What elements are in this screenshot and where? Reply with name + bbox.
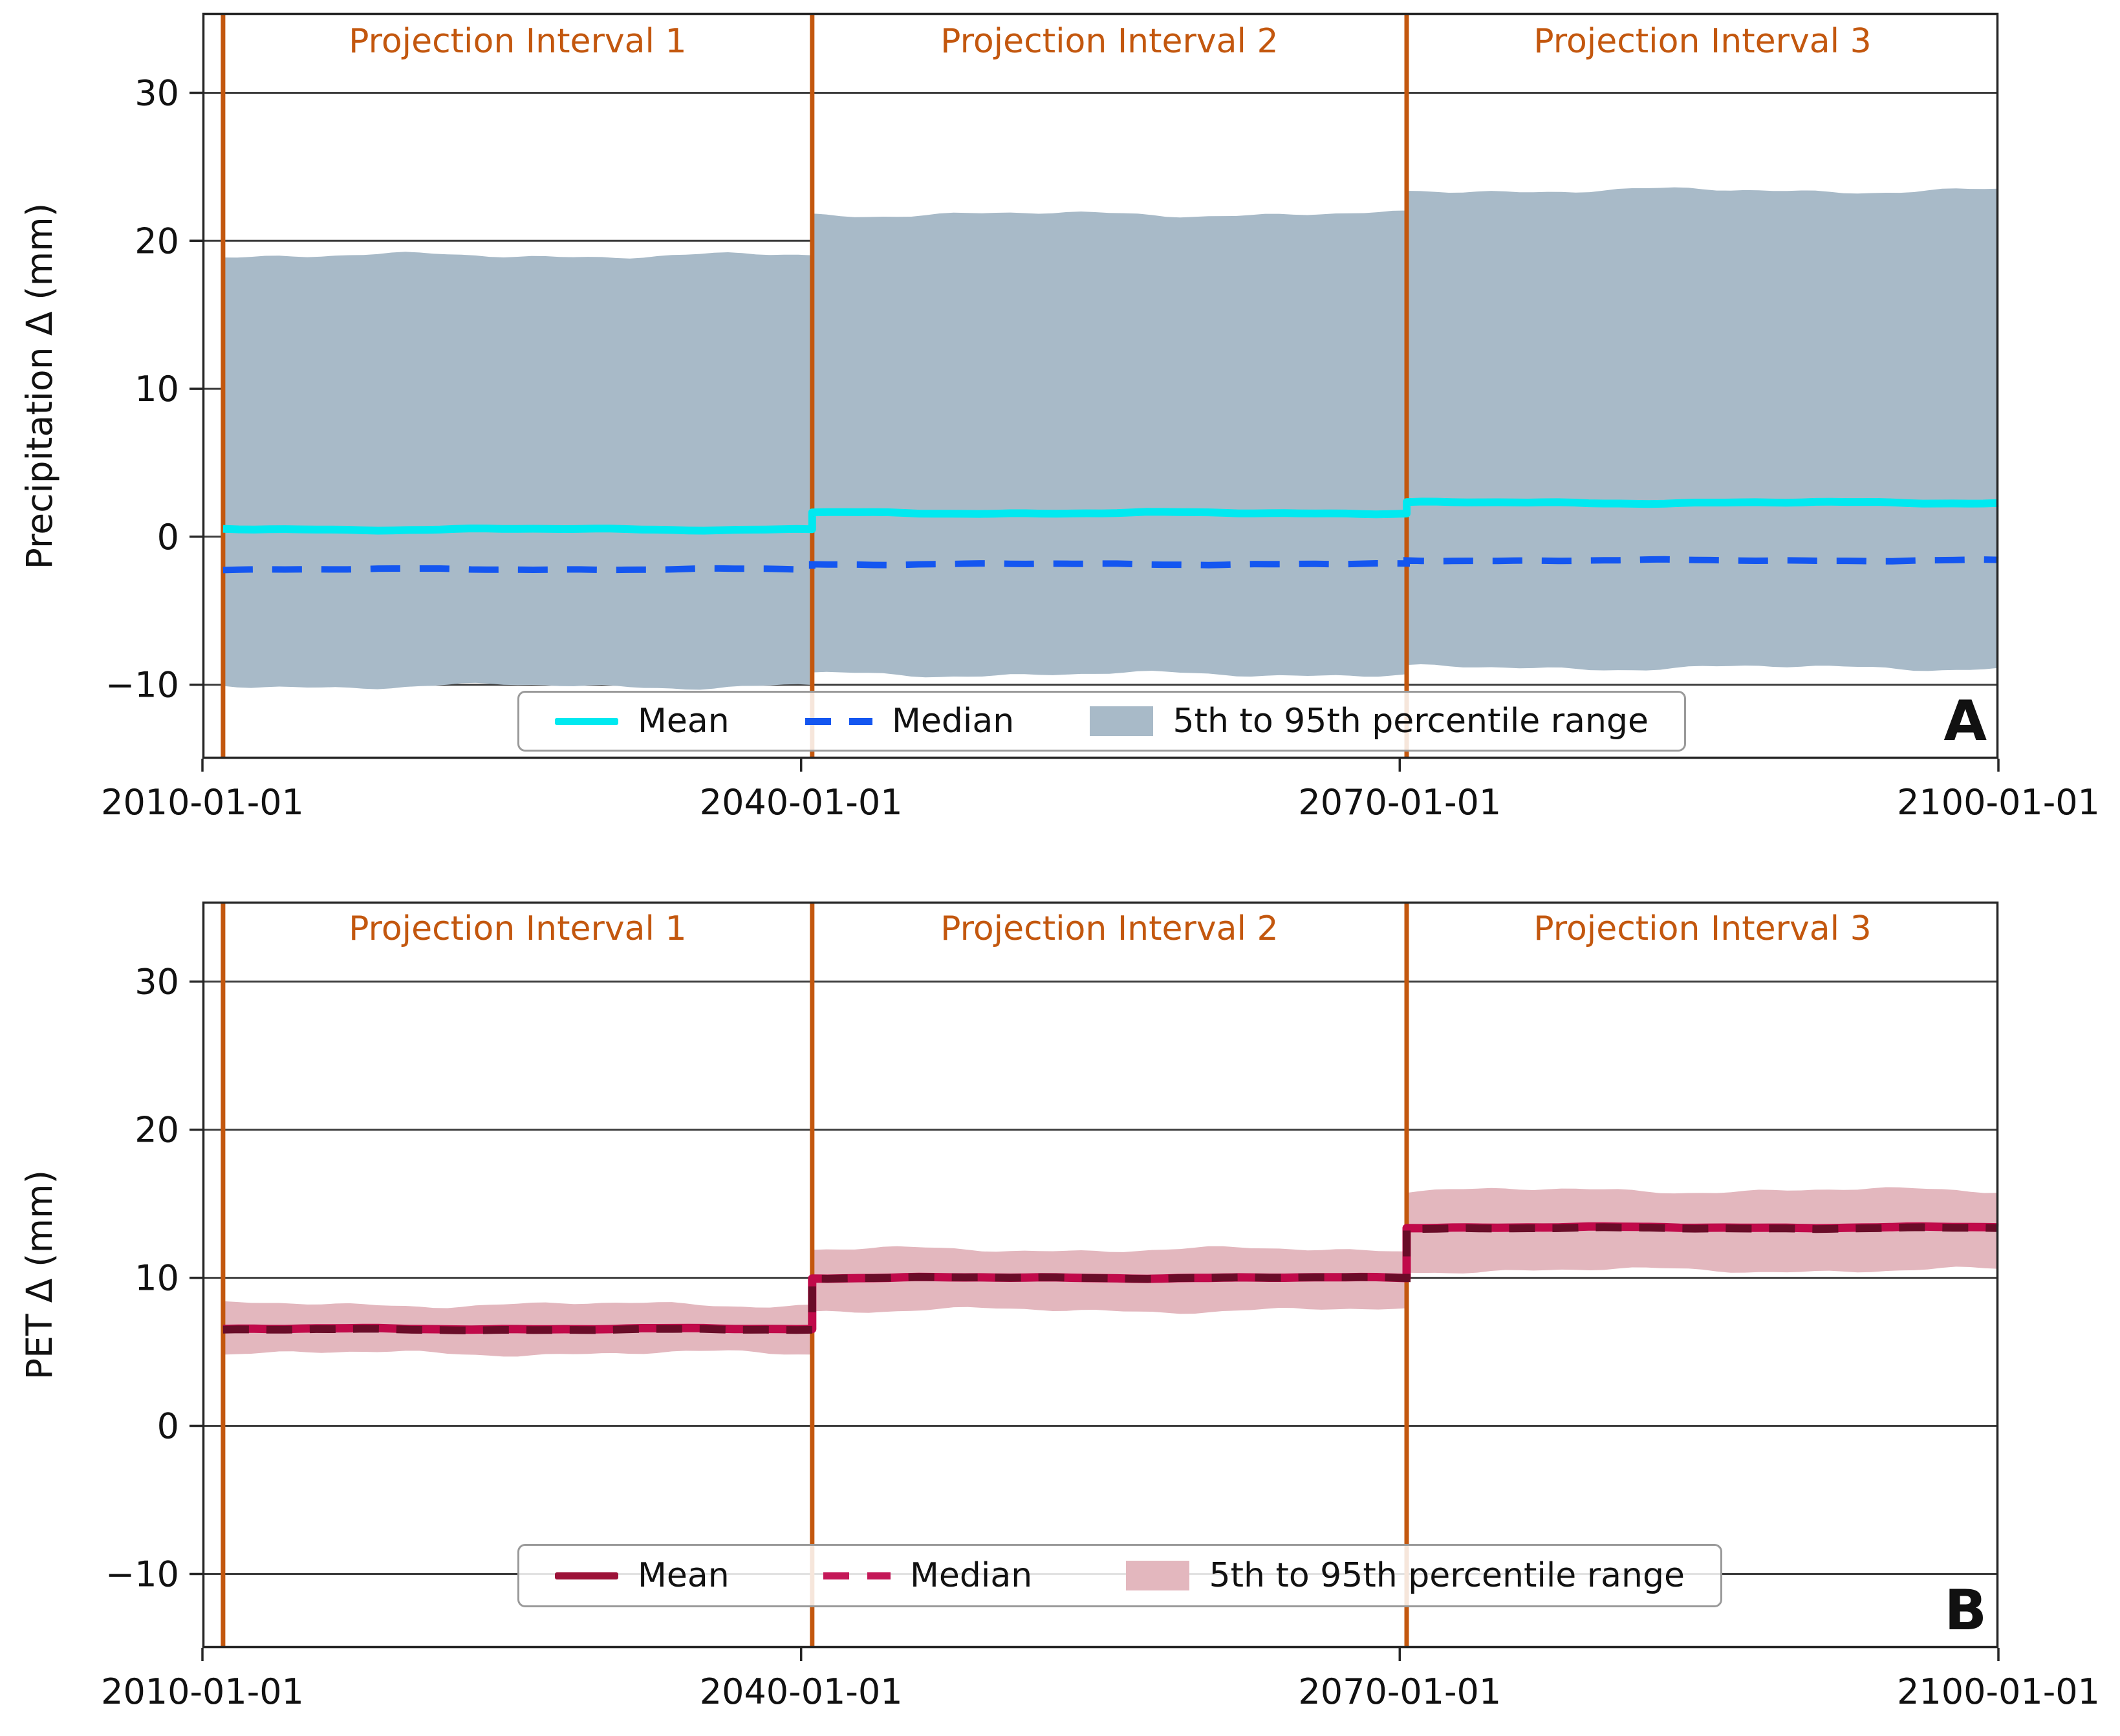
y-tick-label: 20 xyxy=(135,1110,179,1151)
y-tick-label: 30 xyxy=(135,73,179,114)
mean-line xyxy=(222,497,1999,535)
panel-a-plot-svg: −10 0 10 20 30 xyxy=(105,12,2000,772)
interval-label-3: Projection Interval 3 xyxy=(1533,22,1872,61)
interval-label-2: Projection Interval 2 xyxy=(940,909,1279,948)
x-tick-label: 2040-01-01 xyxy=(699,1671,903,1712)
x-tick-label: 2070-01-01 xyxy=(1298,1671,1502,1712)
x-tick-label: 2100-01-01 xyxy=(1897,1671,2100,1712)
legend-label-band: 5th to 95th percentile range xyxy=(1173,702,1649,741)
y-axis-label-pet: PET Δ (mm) xyxy=(19,1169,60,1380)
legend-item-median: Median xyxy=(805,702,1014,741)
x-tick-label: 2010-01-01 xyxy=(101,1671,304,1712)
mean-line-swatch xyxy=(555,1572,618,1579)
mean-line-swatch xyxy=(555,717,618,725)
axes-frame xyxy=(202,12,1999,759)
panel-b-pet: PET Δ (mm) −10 0 10 20 30 Projection Interva… xyxy=(19,901,2100,1712)
legend-item-band: 5th to 95th percentile range xyxy=(1126,1556,1685,1595)
legend-panel-b: Mean Median 5th to 95th percentile range xyxy=(517,1544,1722,1607)
legend-label-band: 5th to 95th percentile range xyxy=(1209,1556,1685,1595)
legend-item-median: Median xyxy=(823,1556,1032,1595)
median-line xyxy=(222,1223,1999,1334)
interval-label-2: Projection Interval 2 xyxy=(940,22,1279,61)
panel-a-precipitation: Precipitation Δ (mm) −10 0 10 20 30 Projecti… xyxy=(19,12,2100,823)
legend-label-mean: Mean xyxy=(638,702,730,741)
legend-panel-a: Mean Median 5th to 95th percentile range xyxy=(517,691,1686,752)
y-tick-label: 0 xyxy=(157,1406,179,1447)
interval-label-1: Projection Interval 1 xyxy=(349,22,687,61)
y-tick-label: −10 xyxy=(105,665,179,706)
percentile-band xyxy=(222,187,1999,690)
y-axis-label-precipitation: Precipitation Δ (mm) xyxy=(19,202,60,569)
y-tick-label: 20 xyxy=(135,221,179,261)
legend-label-median: Median xyxy=(910,1556,1033,1595)
x-tick-label: 2100-01-01 xyxy=(1897,782,2100,823)
x-tick-label: 2070-01-01 xyxy=(1298,782,1502,823)
y-tick-label: 30 xyxy=(135,962,179,1003)
legend-item-mean: Mean xyxy=(555,702,730,741)
y-tick-label: 10 xyxy=(135,369,179,409)
panel-b-plot-svg: −10 0 10 20 30 xyxy=(105,901,2000,1661)
y-tick-label: 10 xyxy=(135,1258,179,1299)
legend-label-median: Median xyxy=(892,702,1015,741)
axes-frame xyxy=(202,901,1999,1649)
interval-label-3: Projection Interval 3 xyxy=(1533,909,1872,948)
panel-letter-a: A xyxy=(1943,689,1987,754)
percentile-band-swatch xyxy=(1090,706,1154,736)
y-tick-label: 0 xyxy=(157,517,179,558)
y-tick-label: −10 xyxy=(105,1554,179,1595)
legend-item-band: 5th to 95th percentile range xyxy=(1090,702,1649,741)
legend-label-mean: Mean xyxy=(638,1556,730,1595)
x-tick-label: 2010-01-01 xyxy=(101,782,304,823)
panel-letter-b: B xyxy=(1944,1578,1987,1643)
median-dash-swatch xyxy=(805,717,873,725)
percentile-band-swatch xyxy=(1126,1561,1190,1590)
median-line xyxy=(222,556,1999,574)
legend-item-mean: Mean xyxy=(555,1556,730,1595)
median-dash-swatch xyxy=(823,1572,891,1579)
x-tick-label: 2040-01-01 xyxy=(699,782,903,823)
interval-label-1: Projection Interval 1 xyxy=(349,909,687,948)
